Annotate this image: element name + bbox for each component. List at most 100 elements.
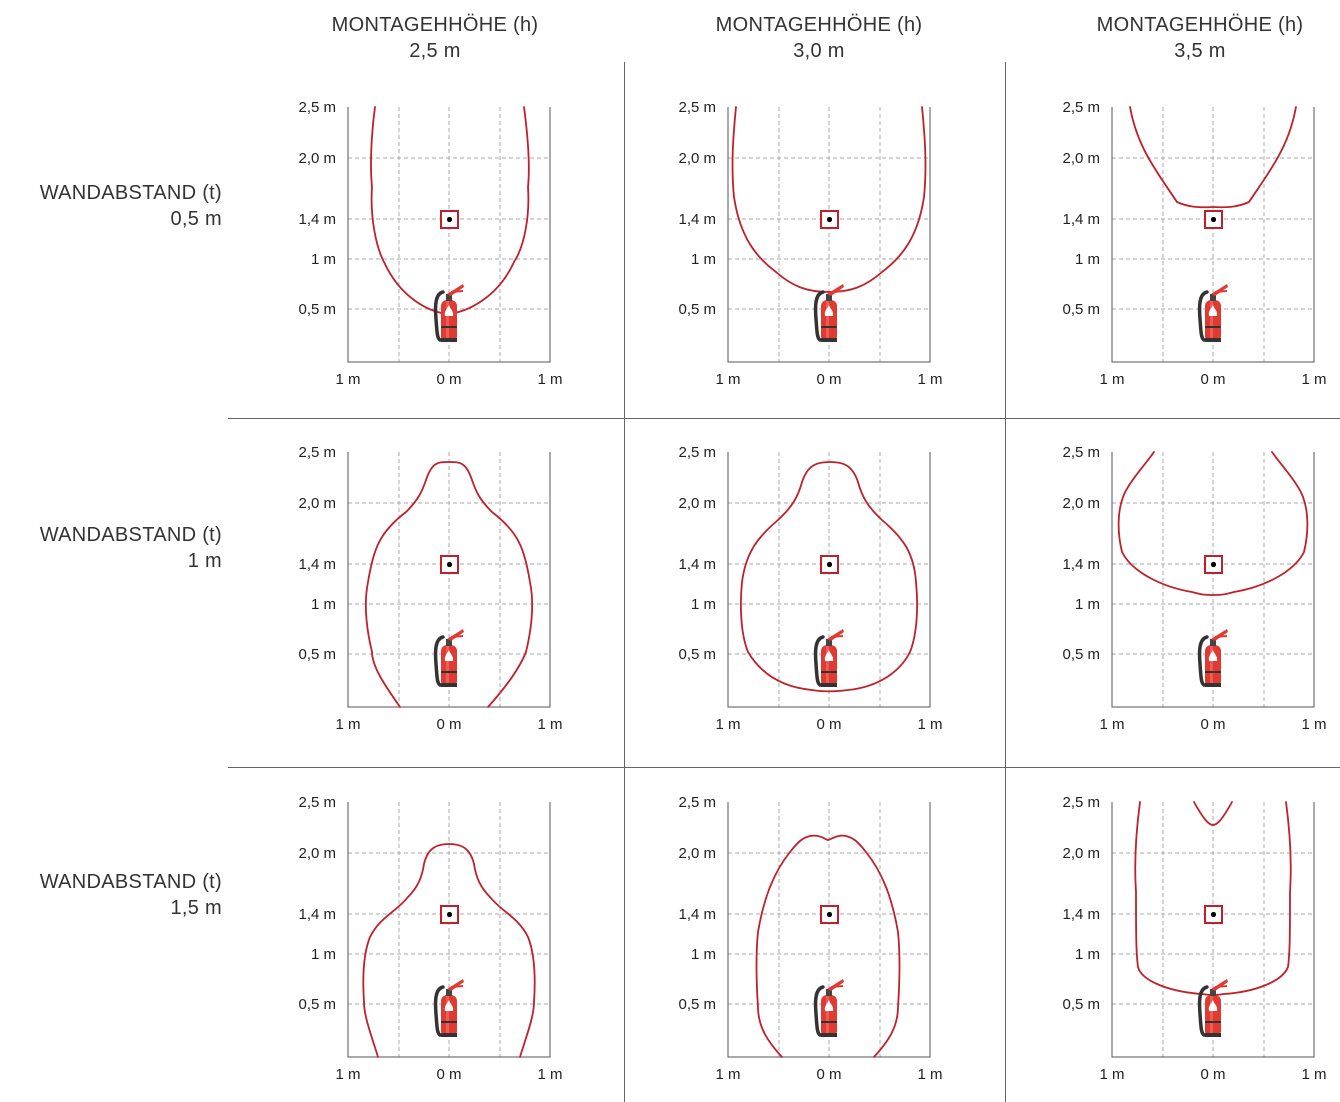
y-axis-label: 2,5 m bbox=[1062, 794, 1100, 811]
x-axis-label: 0 m bbox=[816, 371, 841, 388]
x-axis-label: 1 m bbox=[537, 1066, 562, 1083]
y-axis-label: 1 m bbox=[1075, 946, 1100, 963]
column-header-title: MONTAGEHHÖHE (h) bbox=[331, 14, 539, 36]
row-header-title: WANDABSTAND (t) bbox=[39, 871, 222, 893]
detector-icon bbox=[820, 905, 839, 924]
y-axis-label: 2,5 m bbox=[1062, 99, 1100, 116]
column-header-value: 3,0 m bbox=[793, 40, 845, 62]
coverage-outline bbox=[362, 843, 536, 1058]
fire-extinguisher-icon bbox=[813, 979, 844, 1037]
x-axis-label: 1 m bbox=[1301, 371, 1326, 388]
plot-frame bbox=[727, 452, 931, 708]
detector-icon bbox=[820, 555, 839, 574]
y-axis-label: 2,0 m bbox=[298, 495, 336, 512]
plot-frame bbox=[347, 452, 551, 708]
plot-frame bbox=[1111, 802, 1315, 1058]
y-axis-label: 1 m bbox=[1075, 596, 1100, 613]
plot-frame bbox=[727, 802, 931, 1058]
x-axis-label: 0 m bbox=[816, 716, 841, 733]
y-axis-label: 0,5 m bbox=[298, 996, 336, 1013]
plot-frame bbox=[1111, 452, 1315, 708]
x-axis-label: 1 m bbox=[1099, 1066, 1124, 1083]
x-axis-label: 1 m bbox=[917, 371, 942, 388]
x-axis-label: 1 m bbox=[537, 371, 562, 388]
x-axis-label: 1 m bbox=[537, 716, 562, 733]
row-header-2: WANDABSTAND (t) 1 m bbox=[0, 522, 222, 574]
x-axis-label: 0 m bbox=[436, 716, 461, 733]
y-axis-label: 1,4 m bbox=[678, 211, 716, 228]
x-axis-label: 0 m bbox=[436, 371, 461, 388]
y-axis-label: 2,0 m bbox=[678, 150, 716, 167]
coverage-panel-r3-c1: 2,5 m 2,0 m 1,4 m 1 m 0,5 m 1 m 0 m 1 m bbox=[298, 794, 562, 1083]
y-axis-label: 1,4 m bbox=[298, 556, 336, 573]
y-axis-label: 1 m bbox=[311, 596, 336, 613]
y-axis-label: 2,5 m bbox=[678, 99, 716, 116]
x-axis-label: 1 m bbox=[917, 716, 942, 733]
column-header-value: 3,5 m bbox=[1174, 40, 1226, 62]
row-separator-2 bbox=[228, 767, 1340, 768]
coverage-panel-r2-c3: 2,5 m 2,0 m 1,4 m 1 m 0,5 m 1 m 0 m 1 m bbox=[1062, 444, 1326, 733]
y-axis-label: 1 m bbox=[691, 946, 716, 963]
y-axis-label: 0,5 m bbox=[678, 996, 716, 1013]
y-axis-label: 1,4 m bbox=[1062, 906, 1100, 923]
row-header-title: WANDABSTAND (t) bbox=[39, 182, 222, 204]
y-axis-label: 2,0 m bbox=[678, 845, 716, 862]
row-header-value: 0,5 m bbox=[170, 208, 222, 230]
plot-frame bbox=[347, 107, 551, 363]
y-axis-label: 1 m bbox=[691, 251, 716, 268]
x-axis-label: 1 m bbox=[1301, 716, 1326, 733]
coverage-panel-r1-c2: 2,5 m 2,0 m 1,4 m 1 m 0,5 m 1 m 0 m 1 m bbox=[678, 99, 942, 388]
y-axis-label: 2,5 m bbox=[678, 444, 716, 461]
column-header-3: MONTAGEHHÖHE (h) 3,5 m bbox=[1070, 12, 1330, 64]
x-axis-label: 1 m bbox=[715, 716, 740, 733]
y-axis-label: 1 m bbox=[1075, 251, 1100, 268]
x-axis-label: 1 m bbox=[1099, 716, 1124, 733]
fire-extinguisher-icon bbox=[433, 284, 464, 342]
x-axis-label: 1 m bbox=[1301, 1066, 1326, 1083]
y-axis-label: 0,5 m bbox=[298, 646, 336, 663]
fire-extinguisher-icon bbox=[1197, 629, 1228, 687]
y-axis-label: 2,0 m bbox=[1062, 495, 1100, 512]
fire-extinguisher-icon bbox=[1197, 979, 1228, 1037]
plot-frame bbox=[347, 802, 551, 1058]
plot-frame bbox=[727, 107, 931, 363]
row-separator-1 bbox=[228, 418, 1340, 419]
detector-icon bbox=[440, 555, 459, 574]
y-axis-label: 2,5 m bbox=[298, 99, 336, 116]
column-header-value: 2,5 m bbox=[409, 40, 461, 62]
column-separator-2 bbox=[1005, 62, 1006, 1102]
detector-icon bbox=[1204, 555, 1223, 574]
coverage-panel-r3-c2: 2,5 m 2,0 m 1,4 m 1 m 0,5 m 1 m 0 m 1 m bbox=[678, 794, 942, 1083]
detector-icon bbox=[820, 210, 839, 229]
detector-icon bbox=[1204, 210, 1223, 229]
y-axis-label: 1,4 m bbox=[678, 906, 716, 923]
fire-extinguisher-icon bbox=[1197, 284, 1228, 342]
coverage-outline bbox=[731, 106, 927, 293]
detector-icon bbox=[440, 905, 459, 924]
y-axis-label: 2,0 m bbox=[298, 845, 336, 862]
column-header-2: MONTAGEHHÖHE (h) 3,0 m bbox=[689, 12, 949, 64]
x-axis-label: 0 m bbox=[816, 1066, 841, 1083]
y-axis-label: 1,4 m bbox=[1062, 556, 1100, 573]
x-axis-label: 0 m bbox=[436, 1066, 461, 1083]
y-axis-label: 1,4 m bbox=[298, 211, 336, 228]
coverage-outline bbox=[739, 461, 919, 693]
row-header-3: WANDABSTAND (t) 1,5 m bbox=[0, 869, 222, 921]
x-axis-label: 1 m bbox=[715, 1066, 740, 1083]
y-axis-label: 2,0 m bbox=[1062, 845, 1100, 862]
fire-extinguisher-icon bbox=[813, 284, 844, 342]
y-axis-label: 0,5 m bbox=[1062, 996, 1100, 1013]
x-axis-label: 1 m bbox=[715, 371, 740, 388]
column-separator-1 bbox=[624, 62, 625, 1102]
y-axis-label: 0,5 m bbox=[678, 646, 716, 663]
y-axis-label: 0,5 m bbox=[298, 301, 336, 318]
column-header-title: MONTAGEHHÖHE (h) bbox=[1096, 14, 1304, 36]
x-axis-label: 0 m bbox=[1200, 716, 1225, 733]
y-axis-label: 1 m bbox=[691, 596, 716, 613]
y-axis-label: 2,0 m bbox=[678, 495, 716, 512]
y-axis-label: 1,4 m bbox=[678, 556, 716, 573]
coverage-outline bbox=[755, 834, 901, 1058]
y-axis-label: 2,5 m bbox=[1062, 444, 1100, 461]
row-header-title: WANDABSTAND (t) bbox=[39, 524, 222, 546]
row-header-value: 1,5 m bbox=[170, 897, 222, 919]
